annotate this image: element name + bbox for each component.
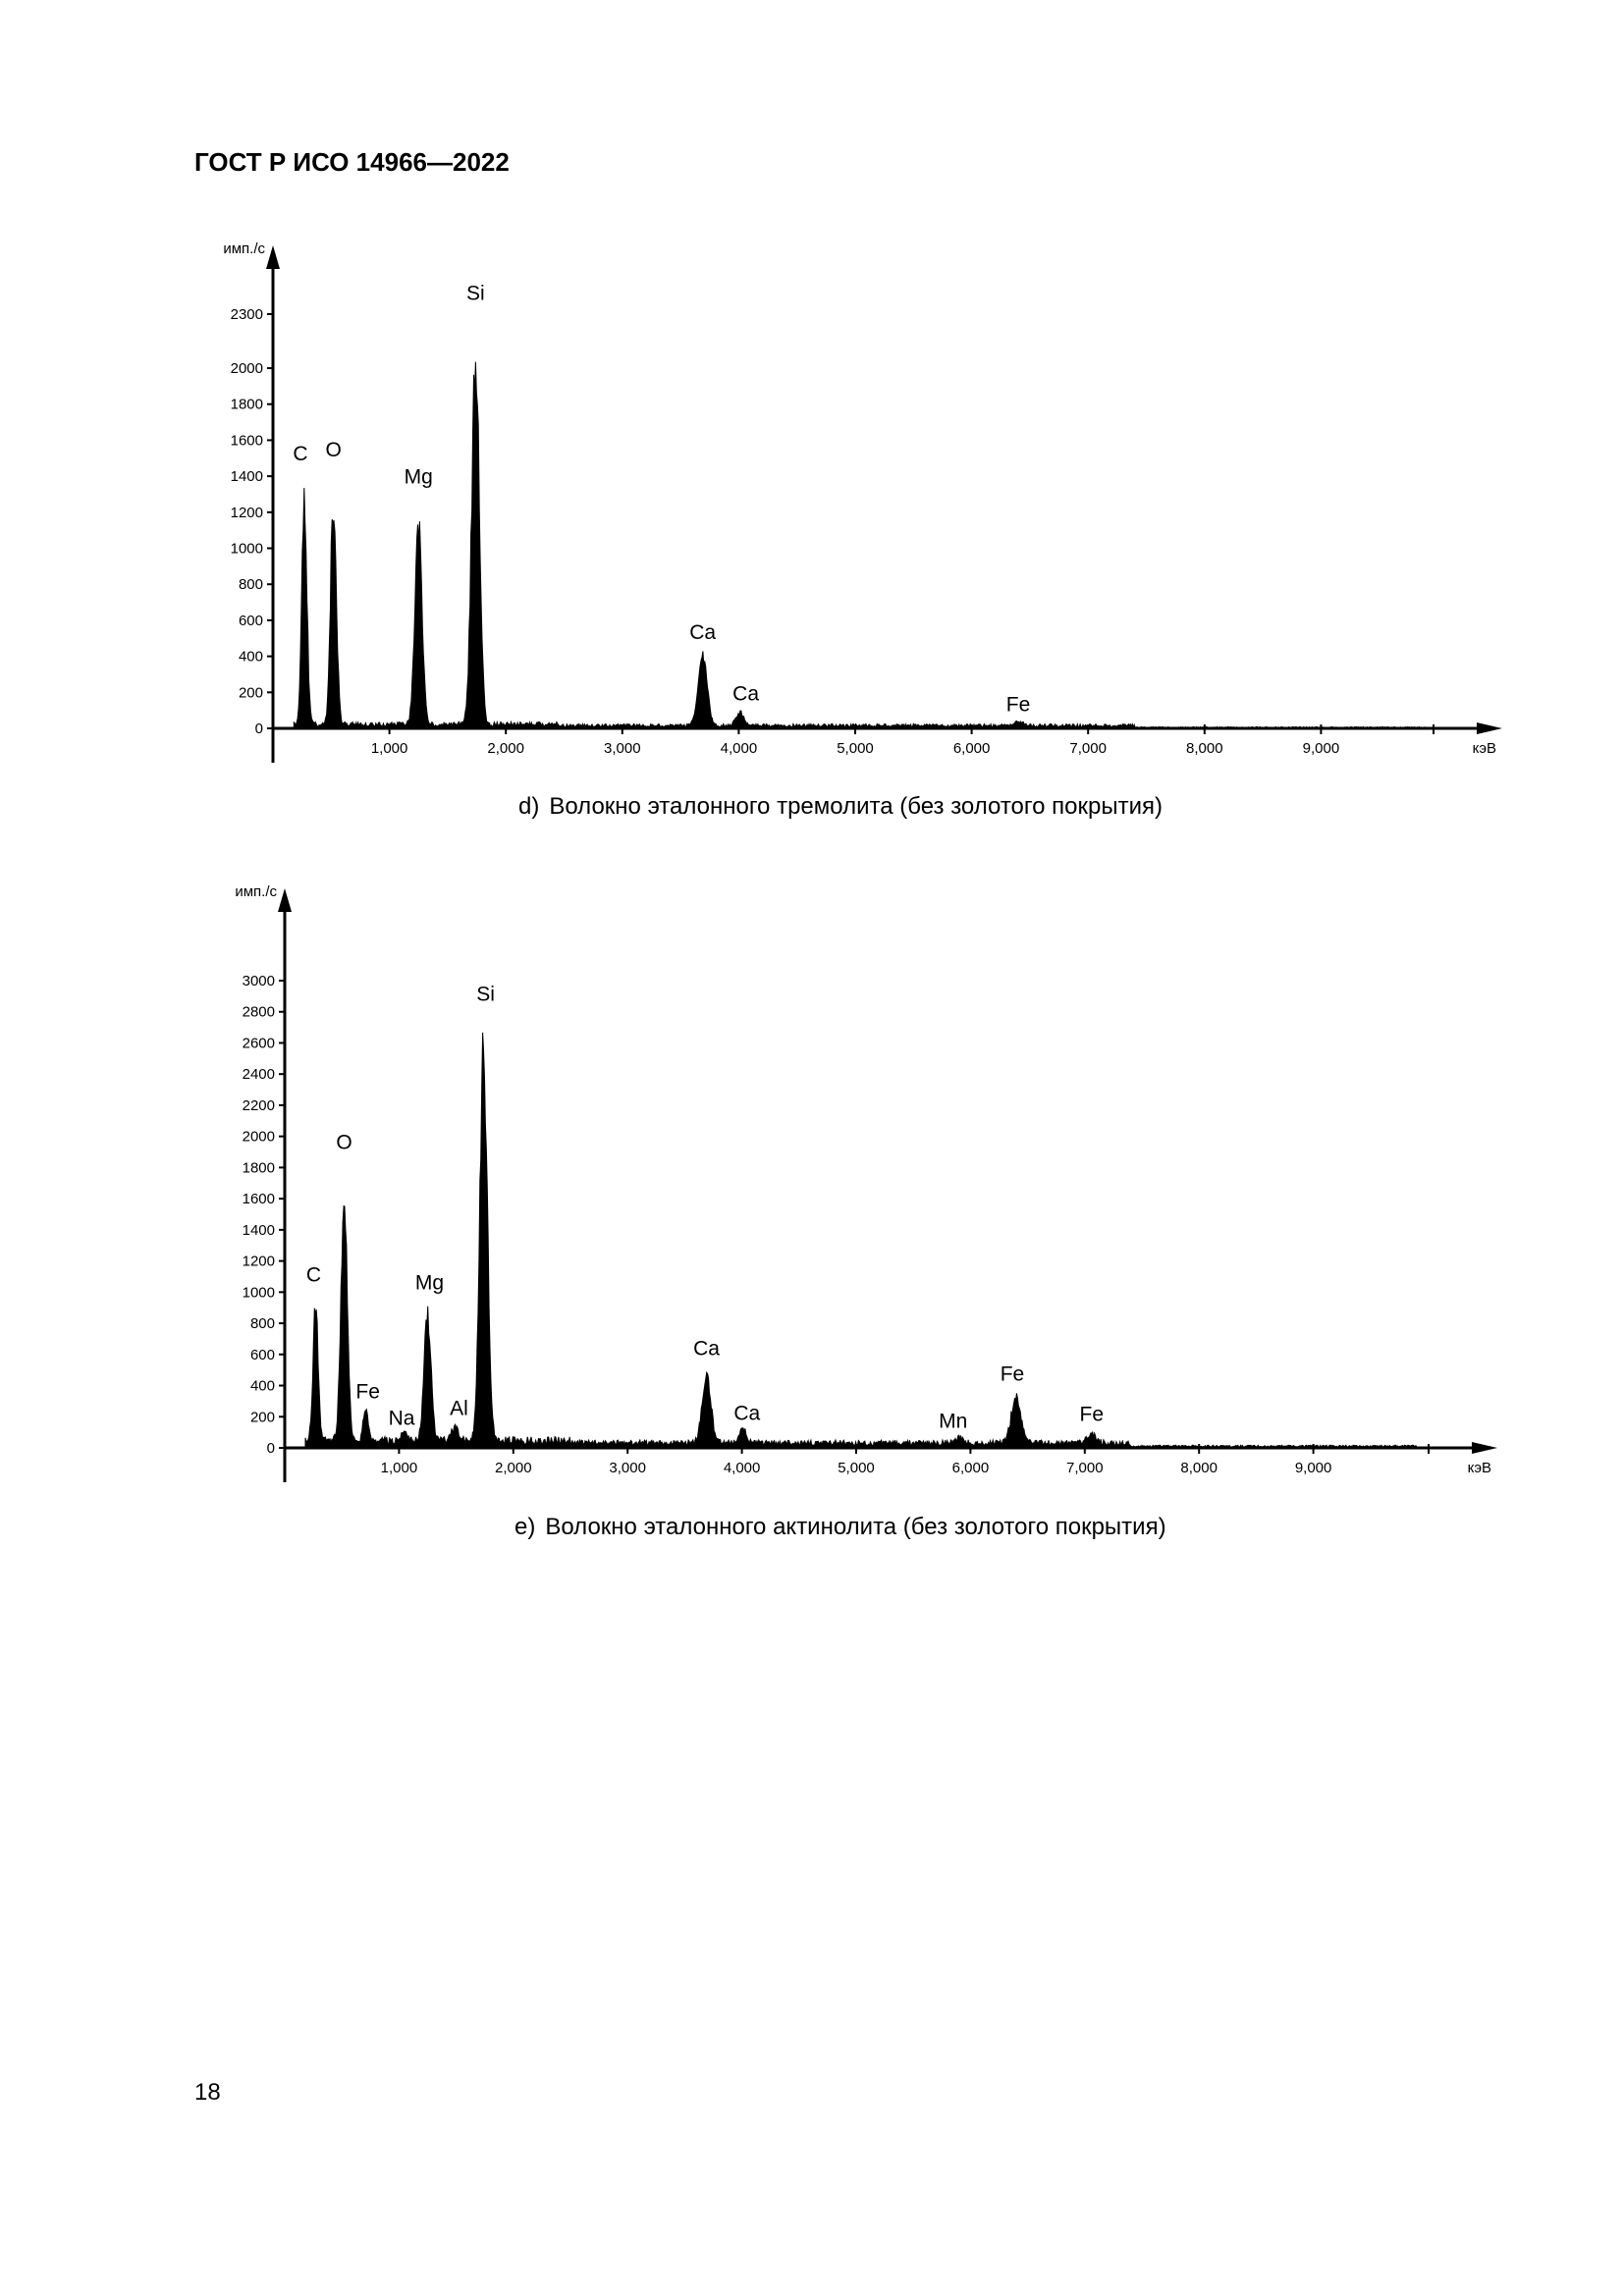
- x-tick-label: 6,000: [953, 740, 991, 757]
- y-axis-arrow: [266, 245, 280, 269]
- x-tick-label: 2,000: [495, 1460, 532, 1476]
- y-tick-label: 1000: [243, 1284, 275, 1301]
- y-tick-label: 2000: [231, 360, 263, 377]
- y-tick-label: 2200: [243, 1097, 275, 1114]
- y-tick-label: 3000: [243, 973, 275, 989]
- y-tick-label: 600: [250, 1347, 275, 1363]
- x-tick-label: 1,000: [371, 740, 408, 757]
- peak-label: C: [293, 443, 307, 465]
- caption-tremolite: d) Волокно эталонного тремолита (без золо…: [518, 793, 1163, 821]
- y-tick-label: 1400: [231, 468, 263, 485]
- peak-label: Fe: [1080, 1403, 1105, 1425]
- spectrum-area: [293, 361, 1427, 729]
- y-axis-label: имп./с: [235, 883, 277, 900]
- y-tick-label: 1200: [243, 1254, 275, 1270]
- x-tick-label: 7,000: [1069, 740, 1107, 757]
- y-tick-label: 0: [267, 1440, 275, 1457]
- y-tick-label: 1400: [243, 1222, 275, 1239]
- y-tick-label: 200: [239, 684, 263, 701]
- document-header: ГОСТ Р ИСО 14966—2022: [194, 147, 510, 177]
- x-tick-label: 2,000: [487, 740, 524, 757]
- y-tick-label: 200: [250, 1409, 275, 1425]
- y-tick-label: 1800: [231, 397, 263, 413]
- x-tick-label: 3,000: [604, 740, 641, 757]
- spectrum-chart-tremolite: 0 200 400 600 800 1000 1200 1400 1600 1800 2000 230…: [223, 240, 1502, 763]
- y-tick-label: 600: [239, 613, 263, 629]
- peak-label: O: [336, 1132, 352, 1154]
- y-tick-label: 0: [255, 721, 263, 737]
- y-axis-label: имп./с: [223, 240, 265, 257]
- caption-text: Волокно эталонного актинолита (без золот…: [545, 1514, 1166, 1540]
- peak-label: C: [306, 1263, 321, 1286]
- y-tick-label: 1800: [243, 1159, 275, 1176]
- peak-label: Si: [466, 282, 485, 304]
- x-tick-label: 8,000: [1180, 1460, 1218, 1476]
- page-number: 18: [194, 2079, 221, 2106]
- peak-label: O: [326, 439, 342, 461]
- y-tick-label: 1200: [231, 505, 263, 521]
- spectrum-chart-actinolite: 0 200 400 600 800 1000 1200 1400 1600 1800 2000 220…: [235, 883, 1497, 1482]
- y-tick-label: 2400: [243, 1066, 275, 1083]
- y-tick-label: 2800: [243, 1004, 275, 1021]
- x-tick-label: 1,000: [381, 1460, 418, 1476]
- x-tick-label: 7,000: [1066, 1460, 1104, 1476]
- peak-label: Mg: [415, 1271, 444, 1294]
- caption-text: Волокно эталонного тремолита (без золото…: [549, 793, 1163, 820]
- x-axis-arrow: [1477, 722, 1502, 734]
- peak-label: Mg: [405, 465, 433, 488]
- x-axis-arrow: [1472, 1442, 1497, 1454]
- y-tick-label: 800: [239, 576, 263, 593]
- x-tick-label: 4,000: [721, 740, 758, 757]
- peak-label: Ca: [733, 1403, 760, 1425]
- peak-label: Fe: [1006, 693, 1031, 716]
- peak-label: Si: [476, 983, 495, 1005]
- peak-label: Al: [450, 1398, 468, 1420]
- x-tick-label: 9,000: [1295, 1460, 1332, 1476]
- x-tick-label: 3,000: [609, 1460, 646, 1476]
- peak-label: Fe: [355, 1381, 380, 1404]
- peak-label: Na: [389, 1407, 415, 1429]
- x-tick-label: 8,000: [1186, 740, 1223, 757]
- y-tick-label: 2000: [243, 1129, 275, 1146]
- y-tick-label: 1600: [231, 432, 263, 449]
- caption-panel-label: e): [514, 1514, 536, 1540]
- x-tick-label: 5,000: [838, 1460, 875, 1476]
- peak-label: Fe: [1001, 1363, 1025, 1386]
- y-tick-label: 2300: [231, 306, 263, 323]
- y-tick-label: 400: [250, 1378, 275, 1395]
- y-axis-arrow: [278, 888, 292, 912]
- caption-actinolite: e) Волокно эталонного актинолита (без зол…: [514, 1514, 1166, 1541]
- x-axis-label: кэВ: [1473, 740, 1496, 757]
- x-tick-label: 6,000: [952, 1460, 990, 1476]
- x-tick-label: 9,000: [1303, 740, 1340, 757]
- peak-label: Mn: [939, 1411, 967, 1433]
- y-tick-label: 400: [239, 649, 263, 666]
- y-tick-label: 1000: [231, 541, 263, 558]
- y-tick-label: 2600: [243, 1035, 275, 1051]
- spectrum-area: [304, 1032, 1417, 1449]
- y-tick-label: 1600: [243, 1191, 275, 1207]
- peak-label: Ca: [689, 621, 716, 644]
- caption-panel-label: d): [518, 793, 540, 820]
- x-axis-label: кэВ: [1468, 1460, 1491, 1476]
- y-tick-label: 800: [250, 1315, 275, 1332]
- peak-label: Ca: [693, 1337, 720, 1360]
- peak-label: Ca: [732, 682, 759, 705]
- x-tick-label: 5,000: [837, 740, 874, 757]
- x-tick-label: 4,000: [724, 1460, 761, 1476]
